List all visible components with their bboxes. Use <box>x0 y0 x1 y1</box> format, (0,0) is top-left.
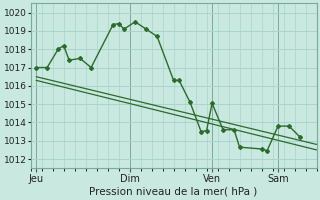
X-axis label: Pression niveau de la mer( hPa ): Pression niveau de la mer( hPa ) <box>90 187 258 197</box>
